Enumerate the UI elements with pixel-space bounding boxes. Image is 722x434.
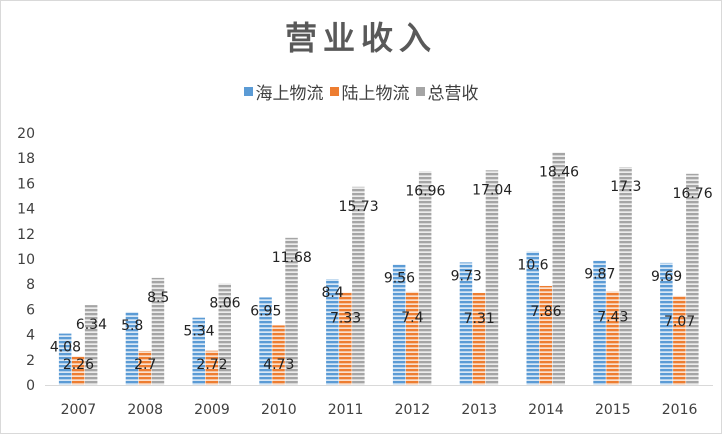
bar-sea [192,317,205,385]
x-tick-label: 2012 [395,402,431,418]
data-label-sea: 10.6 [517,257,548,273]
bar-land [71,356,85,385]
legend-item-sea: 海上物流 [243,79,324,104]
data-label-sea: 9.73 [451,268,482,284]
data-label-sea: 8.4 [321,285,343,301]
data-label-land: 7.43 [597,309,628,325]
data-label-land: 2.7 [134,357,156,373]
bar-sea [125,311,139,385]
legend-swatch-land [329,87,339,96]
data-label-total: 17.3 [610,179,641,195]
bar-total [151,277,165,385]
x-tick-label: 2016 [662,402,698,418]
data-label-sea: 5.8 [121,318,143,334]
y-tick-label: 8 [26,277,35,293]
bar-total [686,173,699,385]
bar-sea [660,262,673,385]
legend-label-sea: 海上物流 [255,84,324,104]
x-tick-label: 2014 [528,402,564,418]
y-tick-label: 18 [17,151,35,167]
y-tick-label: 0 [26,378,35,394]
legend-label-total: 总营收 [427,84,479,104]
data-label-land: 4.73 [263,357,294,373]
bar-land [472,292,486,385]
bar-total [84,305,98,385]
y-tick-label: 14 [17,202,35,218]
bar-total [285,237,298,385]
data-label-total: 17.04 [472,182,512,198]
bar-sea [526,251,539,385]
bar-land [405,291,419,385]
chart-title: 营业收入 [284,19,437,57]
data-label-total: 16.96 [405,183,445,199]
bar-land [138,350,152,385]
bar-land [205,350,218,385]
bar-total [218,283,231,385]
bar-sea [259,297,272,385]
x-tick-label: 2015 [595,402,631,418]
legend-label-land: 陆上物流 [341,84,410,104]
bar-land [339,292,352,385]
bar-sea [326,279,339,385]
data-label-total: 11.68 [272,250,312,266]
data-label-land: 7.86 [530,304,561,320]
data-label-land: 7.31 [464,311,495,327]
data-label-total: 8.5 [147,290,169,306]
data-label-land: 7.07 [664,314,695,330]
data-label-sea: 9.87 [584,267,615,283]
bar-land [272,325,285,385]
data-label-sea: 4.08 [50,340,81,356]
legend-item-land: 陆上物流 [329,79,410,104]
y-tick-label: 10 [17,252,35,268]
data-label-total: 18.46 [539,164,579,180]
bar-land [673,295,686,385]
x-tick-label: 2009 [194,402,230,418]
y-tick-label: 20 [17,126,35,142]
data-label-total: 6.34 [76,317,107,333]
bar-sea [58,333,72,385]
legend-swatch-total [415,87,425,96]
data-label-sea: 6.95 [250,303,281,319]
bar-land [539,285,552,385]
bar-sea [392,264,406,385]
data-label-sea: 5.34 [183,324,214,340]
y-tick-label: 16 [17,176,35,192]
data-label-land: 2.26 [63,357,94,373]
data-label-land: 2.72 [196,357,227,373]
data-label-land: 7.33 [330,311,361,327]
x-tick-label: 2011 [328,402,364,418]
data-label-land: 7.4 [401,310,423,326]
bar-land [606,291,619,385]
x-tick-label: 2007 [61,402,97,418]
chart-legend: 海上物流 陆上物流 总营收 [1,79,721,104]
y-tick-label: 12 [17,227,35,243]
data-label-sea: 9.69 [651,269,682,285]
data-label-total: 16.76 [673,186,713,202]
legend-swatch-sea [243,87,253,96]
legend-item-total: 总营收 [415,79,479,104]
bar-total [619,167,632,385]
bar-total [485,170,499,385]
bar-total [418,171,432,385]
x-tick-label: 2008 [127,402,163,418]
bar-sea [593,260,606,385]
y-tick-label: 2 [26,353,35,369]
y-tick-label: 6 [26,302,35,318]
data-label-sea: 9.56 [384,271,415,287]
data-label-total: 15.73 [339,199,379,215]
bar-total [552,152,565,385]
x-tick-label: 2013 [461,402,497,418]
bar-sea [459,262,473,385]
x-tick-label: 2010 [261,402,297,418]
data-label-total: 8.06 [209,295,240,311]
y-tick-label: 4 [26,328,35,344]
bar-total [352,186,365,385]
